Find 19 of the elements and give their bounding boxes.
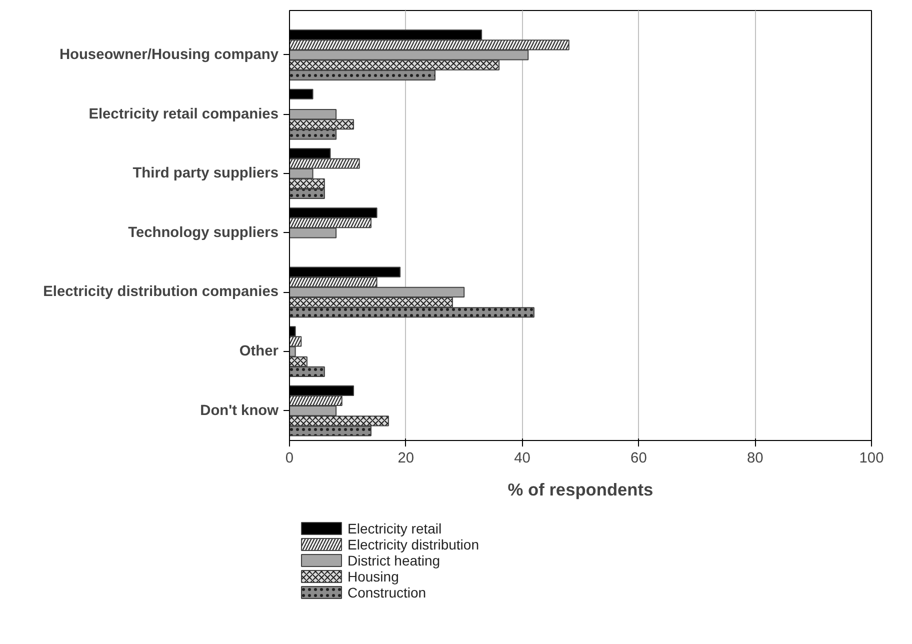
y-tick-label: Technology suppliers: [128, 224, 279, 241]
y-tick-label: Houseowner/Housing company: [59, 46, 280, 63]
legend-label: Electricity distribution: [348, 536, 479, 552]
legend-label: Housing: [348, 568, 399, 584]
x-tick-label: 60: [630, 450, 647, 466]
x-tick-label: 20: [398, 450, 414, 466]
y-tick-label: Don't know: [200, 402, 280, 419]
x-axis-title: % of respondents: [508, 480, 654, 500]
y-tick-label: Electricity distribution companies: [43, 284, 279, 300]
x-tick-label: 80: [746, 450, 764, 466]
legend-label: Electricity retail: [348, 520, 442, 536]
y-tick-label: Other: [239, 344, 279, 360]
y-tick-label: Third party suppliers: [132, 166, 279, 182]
legend-label: District heating: [348, 552, 440, 568]
x-tick-label: 40: [514, 450, 530, 466]
legend-label: Construction: [348, 584, 426, 600]
x-tick-label: 100: [859, 450, 884, 466]
x-tick-label: 0: [285, 450, 294, 466]
y-tick-label: Electricity retail companies: [88, 106, 279, 122]
